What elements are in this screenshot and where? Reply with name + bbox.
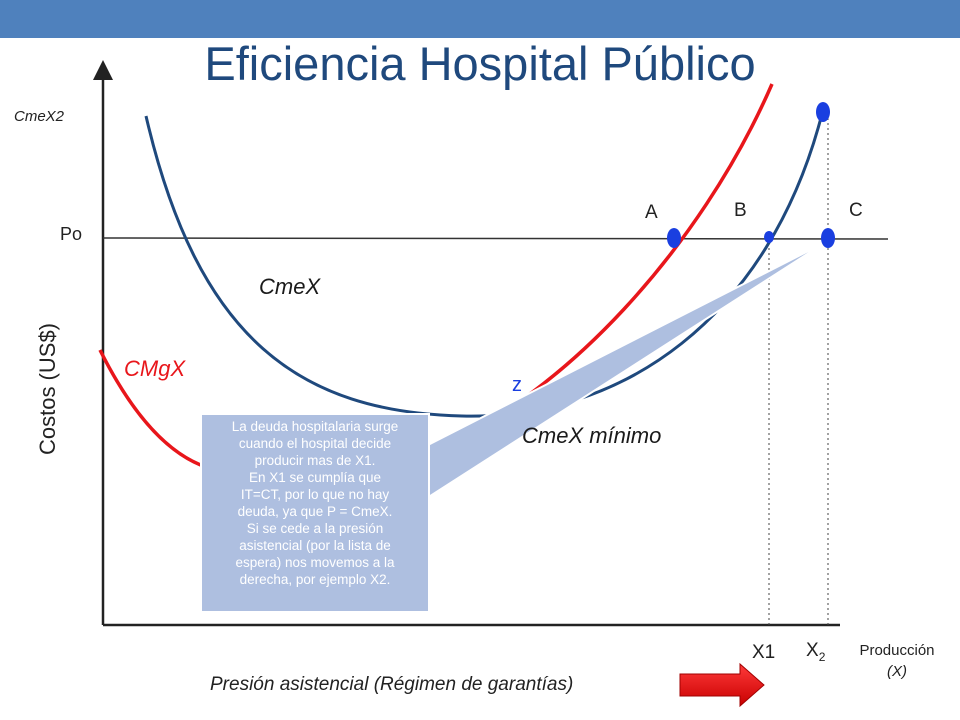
cmex-minimum-label: CmeX mínimo (522, 423, 662, 448)
point-b (764, 231, 774, 243)
cmex-label: CmeX (259, 274, 321, 299)
header-bar (0, 0, 960, 38)
footer-pressure-label: Presión asistencial (Régimen de garantía… (210, 674, 574, 695)
cmgx-label: CMgX (124, 356, 186, 381)
point-a (667, 228, 681, 248)
pressure-arrow (679, 662, 765, 708)
x1-label: X1 (752, 642, 776, 663)
price-line-po (102, 237, 889, 240)
point-a-label: A (645, 202, 658, 223)
callout-box (200, 413, 430, 613)
po-label: Po (60, 224, 83, 244)
point-b-label: B (734, 200, 747, 221)
cmex2-label: CmeX2 (14, 108, 65, 125)
slide-title: Eficiencia Hospital Público (204, 37, 756, 90)
x2-label: X2 (806, 640, 826, 664)
y-axis-label: Costos (US$) (35, 322, 60, 456)
callout-text: La deuda hospitalaria surge cuando el ho… (231, 419, 399, 587)
z-label: z (512, 374, 522, 396)
point-c (821, 228, 835, 248)
callout-pointer (423, 241, 827, 502)
point-c-label: C (849, 200, 863, 221)
x-axis-label: Producción (X) (859, 642, 935, 680)
cmex-curve (144, 109, 825, 418)
point-cmex2 (816, 102, 830, 122)
